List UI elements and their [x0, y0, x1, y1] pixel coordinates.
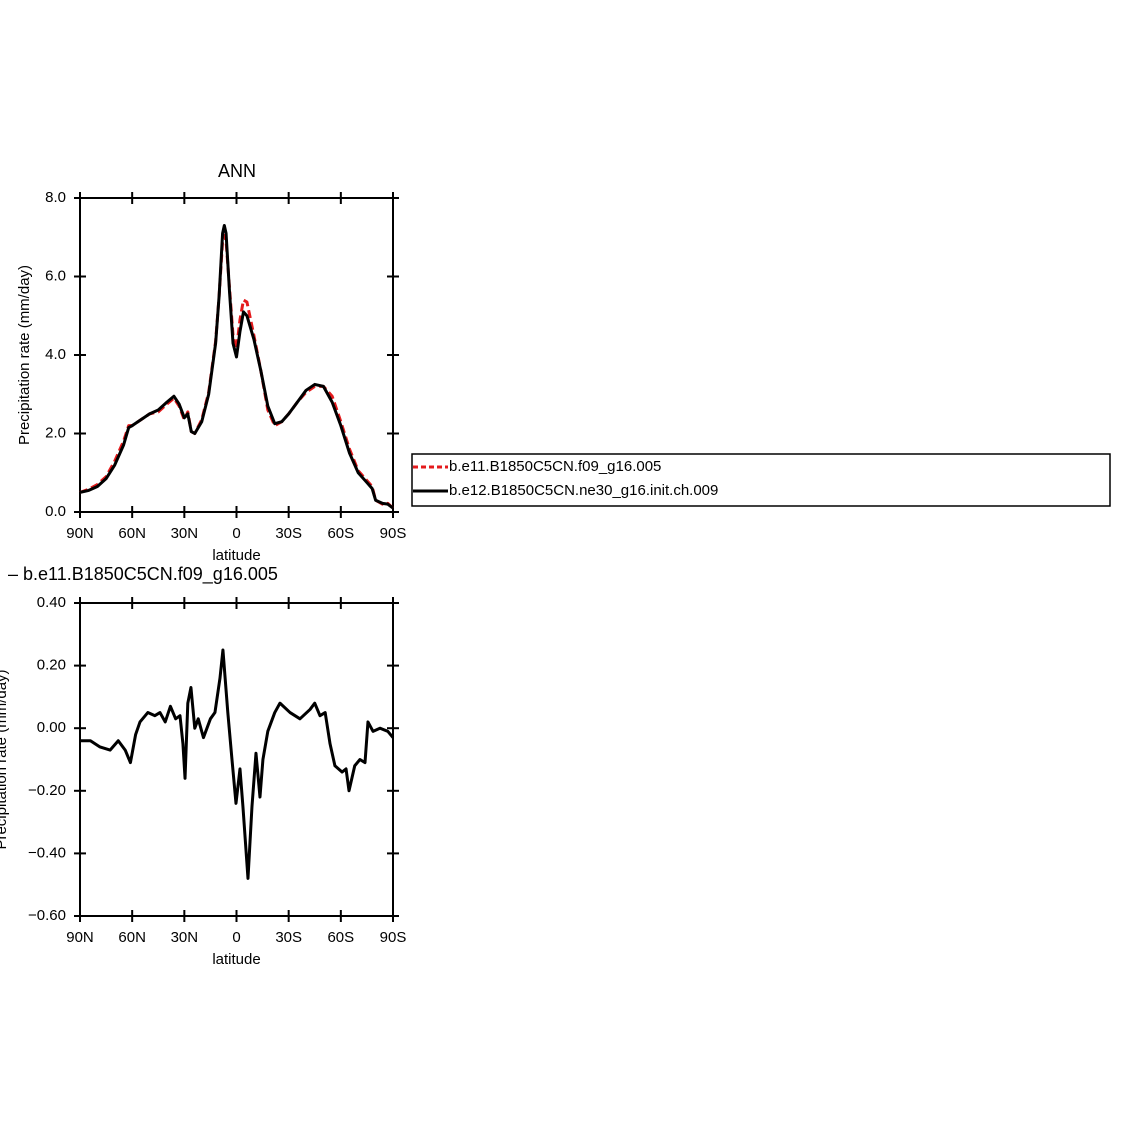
plot-frame — [79, 602, 394, 917]
x-tick-label: 90S — [380, 929, 407, 946]
chart-title: ANN — [218, 161, 256, 181]
x-tick-label: 30S — [275, 525, 302, 542]
y-tick-label: 4.0 — [45, 346, 66, 363]
y-tick-label: −0.20 — [28, 782, 66, 799]
y-axis-label: Precipitation rate (mm/day) — [16, 265, 33, 445]
data-line — [80, 648, 395, 880]
x-axis-label: latitude — [212, 547, 260, 564]
y-tick-label: 6.0 — [45, 267, 66, 284]
x-tick-label: 90N — [66, 929, 94, 946]
x-tick-label: 90S — [380, 525, 407, 542]
legend-box — [411, 453, 1111, 507]
x-tick-label: 30N — [171, 929, 199, 946]
legend-label: b.e11.B1850C5CN.f09_g16.005 — [449, 458, 661, 475]
x-tick-label: 30S — [275, 929, 302, 946]
x-tick-label: 60N — [118, 929, 146, 946]
y-tick-label: 0.20 — [37, 657, 66, 674]
data-line — [79, 233, 395, 510]
y-tick-label: 0.40 — [37, 594, 66, 611]
chart-title: – b.e11.B1850C5CN.f09_g16.005 — [8, 564, 278, 585]
data-line — [79, 223, 394, 510]
x-tick-label: 30N — [171, 525, 199, 542]
y-axis-label: Precipitation rate (mm/day) — [0, 669, 10, 849]
x-tick-label: 90N — [66, 525, 94, 542]
y-tick-label: 8.0 — [45, 189, 66, 206]
x-tick-label: 60S — [327, 929, 354, 946]
x-axis-label: latitude — [212, 951, 260, 968]
legend-label: b.e12.B1850C5CN.ne30_g16.init.ch.009 — [449, 482, 718, 499]
y-tick-label: 2.0 — [45, 424, 66, 441]
y-tick-label: −0.60 — [28, 907, 66, 924]
x-tick-label: 60S — [327, 525, 354, 542]
x-tick-label: 0 — [232, 929, 240, 946]
x-tick-label: 60N — [118, 525, 146, 542]
y-tick-label: 0.00 — [37, 719, 66, 736]
y-tick-label: −0.40 — [28, 844, 66, 861]
x-tick-label: 0 — [232, 525, 240, 542]
y-tick-label: 0.0 — [45, 503, 66, 520]
